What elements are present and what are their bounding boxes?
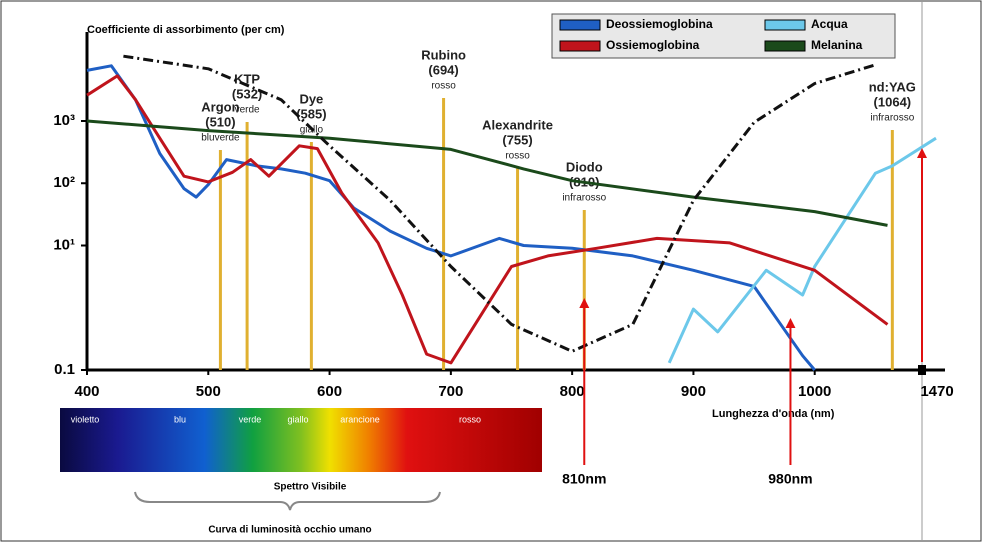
- laser-name: Rubino: [421, 47, 466, 62]
- series-line: [86, 74, 889, 365]
- laser-name: nd:YAG: [869, 79, 916, 94]
- axis-break: [918, 365, 926, 375]
- laser-name: Dye: [299, 91, 323, 106]
- legend-box: [551, 13, 896, 59]
- legend-swatch: [559, 40, 601, 52]
- laser-wavelength: (694): [428, 62, 458, 77]
- series-line: [667, 136, 937, 364]
- laser-note: rosso: [431, 81, 456, 92]
- spectrum-bar: [60, 408, 542, 472]
- x-tick-label: 900: [681, 383, 706, 400]
- laser-wavelength: (1064): [874, 94, 912, 109]
- x-tick-label: 700: [438, 383, 463, 400]
- legend-swatch: [764, 40, 806, 52]
- laser-wavelength: (532): [232, 86, 262, 101]
- laser-note: infrarosso: [562, 193, 606, 204]
- y-tick-label: 10¹: [53, 236, 75, 253]
- x-tick-label: 1000: [798, 383, 831, 400]
- band-label: rosso: [459, 414, 481, 424]
- laser-note: verde: [235, 105, 260, 116]
- laser-name: Argon: [201, 99, 239, 114]
- y-tick-label: 10²: [53, 174, 75, 191]
- laser-wavelength: (585): [296, 106, 326, 121]
- legend-label: Melanina: [811, 38, 863, 52]
- arrow-head: [579, 298, 590, 308]
- x-tick-label: 400: [74, 383, 99, 400]
- legend-label: Deossiemoglobina: [606, 17, 713, 31]
- legend-swatch: [764, 19, 806, 31]
- band-label: blu: [174, 414, 186, 424]
- legend-swatch: [559, 19, 601, 31]
- laser-wavelength: (510): [205, 114, 235, 129]
- legend-label: Acqua: [811, 17, 848, 31]
- series-line: [86, 64, 816, 371]
- laser-name: Diodo: [566, 159, 603, 174]
- arrow-label: 810nm: [562, 471, 606, 487]
- laser-wavelength: (755): [502, 132, 532, 147]
- band-label: giallo: [287, 414, 308, 424]
- spectrum-title: Spettro Visibile: [274, 482, 347, 493]
- band-label: arancione: [340, 414, 380, 424]
- laser-name: Alexandrite: [482, 117, 553, 132]
- series-line: [123, 54, 876, 353]
- band-label: verde: [239, 414, 262, 424]
- y-axis-title: Coefficiente di assorbimento (per cm): [87, 24, 285, 36]
- x-extra-tick-label: 1470: [920, 383, 953, 400]
- brace: [134, 491, 441, 511]
- laser-note: infrarosso: [870, 113, 914, 124]
- x-tick-label: 500: [196, 383, 221, 400]
- laser-note: bluverde: [201, 133, 240, 144]
- x-tick-label: 600: [317, 383, 342, 400]
- spectrum-caption: Curva di luminosità occhio umano: [208, 525, 371, 536]
- arrow-1470-head: [917, 148, 927, 158]
- series-line: [86, 119, 888, 227]
- y-tick-label: 0.1: [54, 361, 75, 378]
- legend-label: Ossiemoglobina: [606, 38, 700, 52]
- x-tick-label: 800: [560, 383, 585, 400]
- y-tick-label: 10³: [53, 112, 75, 129]
- laser-note: rosso: [505, 151, 530, 162]
- band-label: violetto: [71, 414, 100, 424]
- arrow-head: [785, 318, 796, 328]
- x-axis-title: Lunghezza d'onda (nm): [712, 408, 835, 420]
- arrow-label: 980nm: [768, 471, 812, 487]
